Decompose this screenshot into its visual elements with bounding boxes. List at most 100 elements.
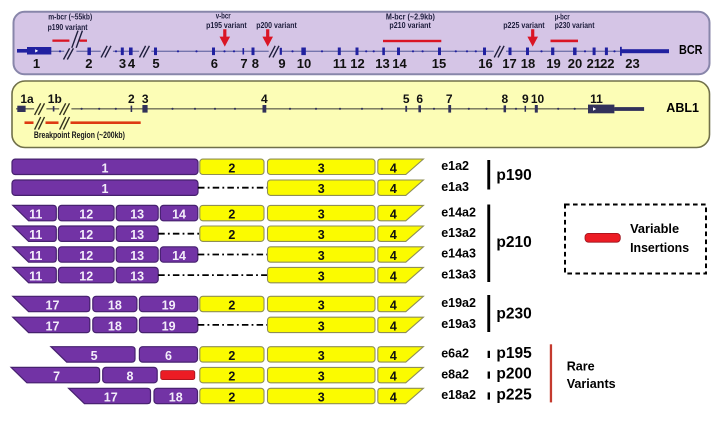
svg-text:2: 2 <box>228 228 235 242</box>
svg-text:12: 12 <box>79 228 93 242</box>
svg-text:4: 4 <box>390 249 397 263</box>
svg-text:p230 variant: p230 variant <box>555 20 595 30</box>
svg-text:11: 11 <box>29 228 42 242</box>
svg-text:e18a2: e18a2 <box>441 388 476 402</box>
svg-text:12: 12 <box>79 208 93 222</box>
svg-text:Breakpoint Region (~200kb): Breakpoint Region (~200kb) <box>34 130 125 140</box>
svg-text:8: 8 <box>501 92 508 106</box>
svg-text:4: 4 <box>390 270 397 284</box>
svg-text:5: 5 <box>152 56 159 71</box>
svg-text:2: 2 <box>228 161 235 175</box>
svg-text:3: 3 <box>318 370 325 384</box>
svg-text:7: 7 <box>446 92 453 106</box>
svg-text:20: 20 <box>568 56 582 71</box>
svg-text:p225 variant: p225 variant <box>503 20 545 30</box>
svg-text:12: 12 <box>79 270 93 284</box>
svg-text:1: 1 <box>102 182 109 196</box>
svg-text:3: 3 <box>318 349 325 363</box>
svg-text:14: 14 <box>172 249 186 263</box>
svg-text:M-bcr (~2.9kb): M-bcr (~2.9kb) <box>386 11 435 21</box>
svg-text:p190: p190 <box>496 167 531 184</box>
svg-text:6: 6 <box>165 349 172 363</box>
svg-text:p190 variant: p190 variant <box>48 22 88 32</box>
svg-text:6: 6 <box>416 92 423 106</box>
svg-text:5: 5 <box>403 92 410 106</box>
svg-text:e13a2: e13a2 <box>441 226 476 240</box>
svg-text:Variable: Variable <box>630 221 679 236</box>
svg-text:14: 14 <box>172 208 186 222</box>
svg-text:2: 2 <box>85 56 92 71</box>
svg-text:3: 3 <box>318 161 325 175</box>
svg-text:3: 3 <box>318 249 325 263</box>
svg-text:m-bcr (~55kb): m-bcr (~55kb) <box>48 12 92 22</box>
svg-text:4: 4 <box>390 228 397 242</box>
svg-text:17: 17 <box>104 391 118 405</box>
svg-text:19: 19 <box>546 56 560 71</box>
svg-text:18: 18 <box>169 391 183 405</box>
svg-text:p230: p230 <box>496 305 531 322</box>
svg-text:23: 23 <box>625 56 639 71</box>
svg-text:3: 3 <box>318 299 325 313</box>
svg-text:4: 4 <box>390 349 397 363</box>
svg-text:11: 11 <box>29 270 42 284</box>
svg-text:4: 4 <box>390 299 397 313</box>
svg-text:11: 11 <box>333 56 347 71</box>
svg-text:3: 3 <box>318 208 325 222</box>
svg-text:BCR: BCR <box>679 43 703 57</box>
svg-text:11: 11 <box>29 208 42 222</box>
svg-text:4: 4 <box>390 370 397 384</box>
svg-text:2: 2 <box>128 92 135 106</box>
svg-text:Rare: Rare <box>567 358 595 373</box>
svg-text:17: 17 <box>502 56 516 71</box>
svg-text:19: 19 <box>162 299 176 313</box>
svg-text:19: 19 <box>162 319 176 333</box>
svg-text:21: 21 <box>587 56 601 71</box>
svg-text:15: 15 <box>432 56 446 71</box>
svg-text:p195: p195 <box>496 345 532 362</box>
svg-text:4: 4 <box>390 391 397 405</box>
svg-text:13: 13 <box>130 270 144 284</box>
svg-text:13: 13 <box>130 249 144 263</box>
svg-text:p225: p225 <box>496 387 532 404</box>
svg-text:e19a2: e19a2 <box>441 296 476 310</box>
svg-text:13: 13 <box>130 228 144 242</box>
svg-text:Insertions: Insertions <box>630 240 689 255</box>
svg-text:Variants: Variants <box>567 376 616 391</box>
svg-text:9: 9 <box>522 92 529 106</box>
svg-text:p200 variant: p200 variant <box>256 20 297 30</box>
svg-text:13: 13 <box>130 208 144 222</box>
svg-text:e1a3: e1a3 <box>441 180 469 194</box>
svg-text:e13a3: e13a3 <box>441 267 476 281</box>
svg-text:10: 10 <box>297 56 311 71</box>
svg-text:3: 3 <box>318 228 325 242</box>
svg-text:2: 2 <box>228 391 235 405</box>
svg-text:11: 11 <box>590 92 603 106</box>
svg-text:8: 8 <box>252 56 259 71</box>
svg-text:1b: 1b <box>48 92 62 106</box>
svg-text:3: 3 <box>142 92 149 106</box>
svg-text:12: 12 <box>350 56 364 71</box>
svg-text:e14a3: e14a3 <box>441 247 476 261</box>
svg-text:6: 6 <box>211 56 218 71</box>
svg-text:1a: 1a <box>20 92 34 106</box>
svg-text:e19a3: e19a3 <box>441 317 476 331</box>
svg-text:4: 4 <box>390 208 397 222</box>
svg-text:4: 4 <box>128 56 136 71</box>
svg-text:e1a2: e1a2 <box>441 159 469 173</box>
svg-text:7: 7 <box>53 370 60 384</box>
svg-text:e6a2: e6a2 <box>441 347 469 361</box>
svg-text:14: 14 <box>392 56 407 71</box>
svg-text:v-bcr: v-bcr <box>216 11 231 21</box>
svg-text:3: 3 <box>119 56 126 71</box>
svg-text:1: 1 <box>102 161 109 175</box>
svg-text:4: 4 <box>261 92 268 106</box>
svg-text:9: 9 <box>278 56 285 71</box>
svg-text:18: 18 <box>521 56 535 71</box>
svg-text:p210 variant: p210 variant <box>389 20 431 30</box>
svg-text:3: 3 <box>318 391 325 405</box>
svg-text:e8a2: e8a2 <box>441 367 469 381</box>
svg-text:10: 10 <box>531 92 545 106</box>
svg-text:18: 18 <box>108 319 122 333</box>
svg-text:13: 13 <box>375 56 389 71</box>
svg-text:16: 16 <box>478 56 492 71</box>
